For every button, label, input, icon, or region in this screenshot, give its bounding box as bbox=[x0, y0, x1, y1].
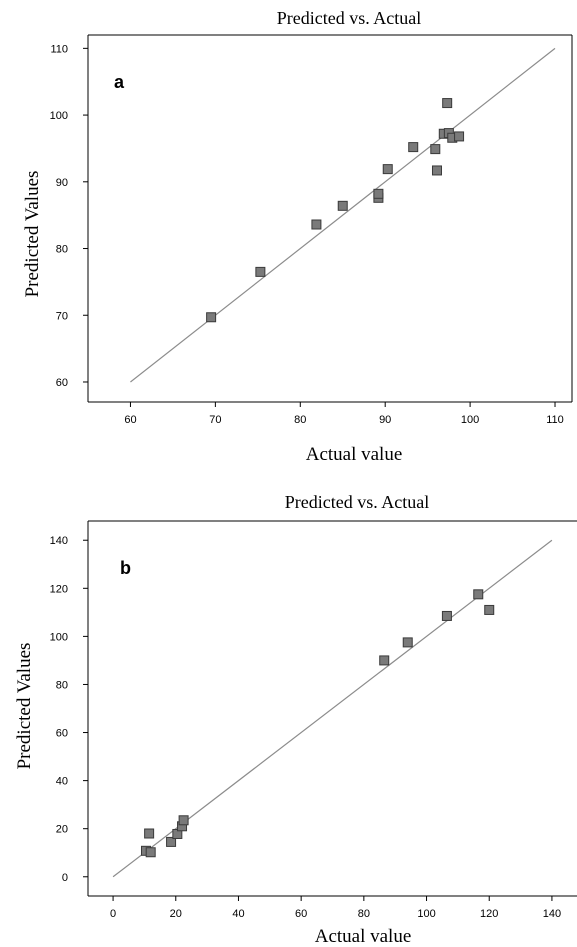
data-point bbox=[474, 590, 483, 599]
data-point bbox=[146, 848, 155, 857]
y-tick-label: 60 bbox=[56, 377, 68, 389]
y-tick-label: 80 bbox=[56, 244, 68, 256]
x-tick-label: 140 bbox=[543, 908, 561, 920]
data-point bbox=[485, 605, 494, 614]
y-tick-label: 120 bbox=[50, 583, 68, 595]
y-tick-label: 0 bbox=[62, 872, 68, 884]
x-tick-label: 120 bbox=[480, 908, 498, 920]
chart-panel-b: 0 20 40 60 80 100 120 140 0 20 40 60 80 100 120 140 Pred… bbox=[14, 492, 577, 947]
chart-panel-a: 60 70 80 90 100 110 60 70 80 90 100 110 Predicted vs… bbox=[22, 8, 572, 465]
y-tick-label: 140 bbox=[50, 535, 68, 547]
y-tick-label: 60 bbox=[56, 728, 68, 740]
x-tick-label: 80 bbox=[294, 414, 306, 426]
y-tick-label: 40 bbox=[56, 776, 68, 788]
data-point bbox=[383, 165, 392, 174]
data-point bbox=[338, 201, 347, 210]
data-point bbox=[403, 638, 412, 647]
data-point bbox=[380, 656, 389, 665]
data-point bbox=[145, 829, 154, 838]
data-point bbox=[442, 611, 451, 620]
y-axis-title: Predicted Values bbox=[22, 171, 43, 298]
chart-title: Predicted vs. Actual bbox=[277, 8, 421, 28]
x-tick-label: 60 bbox=[124, 414, 136, 426]
x-tick-label: 40 bbox=[232, 908, 244, 920]
x-tick-label: 0 bbox=[110, 908, 116, 920]
data-point bbox=[443, 99, 452, 108]
data-point bbox=[179, 816, 188, 825]
data-point bbox=[409, 143, 418, 152]
x-tick-label: 110 bbox=[546, 414, 564, 426]
x-tick-label: 20 bbox=[170, 908, 182, 920]
y-tick-label: 100 bbox=[50, 110, 68, 122]
y-tick-label: 90 bbox=[56, 177, 68, 189]
data-point bbox=[431, 145, 440, 154]
panel-label: a bbox=[114, 72, 125, 92]
x-tick-label: 60 bbox=[295, 908, 307, 920]
chart-title: Predicted vs. Actual bbox=[285, 492, 429, 512]
x-tick-label: 90 bbox=[379, 414, 391, 426]
data-point bbox=[312, 220, 321, 229]
y-tick-label: 70 bbox=[56, 310, 68, 322]
x-axis-title: Actual value bbox=[306, 444, 403, 465]
y-tick-label: 80 bbox=[56, 679, 68, 691]
x-tick-label: 80 bbox=[358, 908, 370, 920]
panel-label: b bbox=[120, 558, 131, 578]
x-axis-title: Actual value bbox=[315, 926, 412, 947]
x-tick-label: 100 bbox=[417, 908, 435, 920]
data-point bbox=[256, 267, 265, 276]
data-point bbox=[374, 189, 383, 198]
data-point bbox=[432, 166, 441, 175]
x-tick-label: 70 bbox=[209, 414, 221, 426]
data-point bbox=[207, 313, 216, 322]
y-tick-label: 100 bbox=[50, 631, 68, 643]
y-tick-label: 20 bbox=[56, 824, 68, 836]
data-point bbox=[455, 132, 464, 141]
reference-line bbox=[130, 48, 555, 382]
x-tick-label: 100 bbox=[461, 414, 479, 426]
y-axis-title: Predicted Values bbox=[14, 643, 35, 770]
y-tick-label: 110 bbox=[50, 43, 68, 55]
